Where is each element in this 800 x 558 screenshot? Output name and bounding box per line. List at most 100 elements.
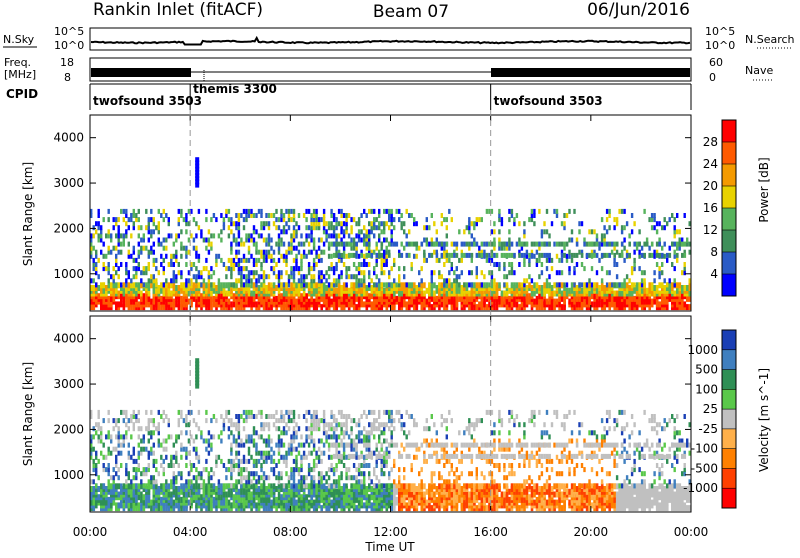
heatmap-cell (381, 242, 384, 247)
heatmap-cell (130, 291, 133, 297)
heatmap-cell (391, 229, 393, 234)
heatmap-cell (563, 221, 565, 226)
heatmap-cell (643, 253, 646, 258)
heatmap-cell (363, 502, 366, 508)
heatmap-cell (298, 451, 300, 456)
heatmap-cell (150, 217, 152, 222)
heatmap-cell (278, 293, 281, 299)
heatmap-cell (153, 430, 155, 435)
heatmap-cell (681, 270, 683, 275)
heatmap-cell (133, 475, 135, 480)
heatmap-cell (160, 304, 163, 310)
heatmap-cell (148, 278, 150, 283)
heatmap-cell (168, 463, 170, 468)
heatmap-cell (125, 479, 127, 484)
heatmap-cell (300, 475, 302, 480)
heatmap-cell (200, 282, 202, 287)
heatmap-cell (160, 455, 162, 460)
heatmap-cell (451, 262, 453, 267)
heatmap-cell (220, 439, 222, 444)
heatmap-cell (130, 434, 132, 439)
heatmap-cell (343, 483, 346, 489)
heatmap-cell (674, 266, 676, 271)
heatmap-cell (228, 418, 230, 423)
heatmap-cell (350, 253, 353, 258)
heatmap-cell (343, 443, 345, 448)
heatmap-cell (143, 266, 145, 271)
heatmap-cell (345, 467, 347, 472)
heatmap-cell (305, 455, 307, 460)
heatmap-cell (628, 253, 631, 258)
heatmap-cell (238, 459, 240, 464)
heatmap-cell (255, 479, 257, 484)
heatmap-cell (228, 410, 230, 415)
heatmap-cell (323, 209, 325, 214)
heatmap-cell (265, 274, 267, 279)
heatmap-cell (275, 497, 278, 503)
heatmap-cell (431, 291, 434, 297)
heatmap-cell (145, 266, 147, 271)
heatmap-cell (145, 246, 147, 251)
heatmap-cell (93, 285, 96, 291)
heatmap-cell (240, 467, 242, 472)
heatmap-cell (265, 414, 267, 419)
heatmap-cell (103, 483, 105, 488)
heatmap-cell (165, 246, 167, 251)
heatmap-cell (248, 270, 250, 275)
heatmap-cell (381, 253, 384, 258)
heatmap-cell (658, 301, 661, 307)
heatmap-cell (205, 439, 207, 444)
heatmap-cell (255, 270, 257, 275)
heatmap-cell (643, 242, 646, 247)
heatmap-cell (180, 254, 182, 259)
heatmap-cell (245, 467, 247, 472)
heatmap-cell (313, 410, 315, 415)
heatmap-cell (503, 296, 506, 302)
heatmap-cell (155, 225, 157, 230)
heatmap-cell (163, 246, 165, 251)
heatmap-cell (581, 262, 583, 267)
heatmap-cell (235, 414, 237, 419)
heatmap-cell (338, 209, 340, 214)
heatmap-cell (160, 463, 162, 468)
heatmap-cell (228, 459, 230, 464)
heatmap-cell (228, 233, 230, 238)
heatmap-cell (243, 217, 245, 222)
heatmap-cell (158, 270, 160, 275)
heatmap-cell (325, 293, 328, 299)
heatmap-cell (235, 439, 237, 444)
heatmap-cell (325, 229, 327, 234)
heatmap-cell (270, 238, 272, 243)
heatmap-cell (501, 217, 503, 222)
heatmap-cell (228, 483, 230, 488)
heatmap-cell (388, 270, 390, 275)
heatmap-cell (661, 253, 664, 258)
heatmap-cell (213, 301, 216, 307)
heatmap-cell (651, 213, 653, 218)
heatmap-cell (195, 266, 197, 271)
heatmap-cell (173, 500, 176, 506)
heatmap-cell (501, 299, 504, 305)
heatmap-cell (220, 299, 223, 305)
heatmap-cell (498, 229, 500, 234)
heatmap-cell (108, 217, 110, 222)
heatmap-cell (403, 229, 405, 234)
heatmap-cell (95, 221, 97, 226)
heatmap-cell (416, 221, 418, 226)
heatmap-cell (476, 282, 479, 288)
heatmap-cell (133, 304, 136, 310)
heatmap-cell (628, 285, 631, 291)
heatmap-cell (180, 296, 183, 302)
heatmap-cell (601, 266, 603, 271)
heatmap-cell (320, 217, 322, 222)
heatmap-cell (446, 278, 448, 283)
heatmap-cell (155, 459, 157, 464)
heatmap-cell (310, 274, 312, 279)
heatmap-cell (423, 291, 426, 297)
heatmap-cell (320, 471, 322, 476)
heatmap-cell (588, 229, 590, 234)
heatmap-cell (335, 233, 337, 238)
heatmap-cell (133, 274, 135, 279)
heatmap-cell (220, 238, 222, 243)
colorbar-tick-label: 4 (710, 267, 718, 281)
